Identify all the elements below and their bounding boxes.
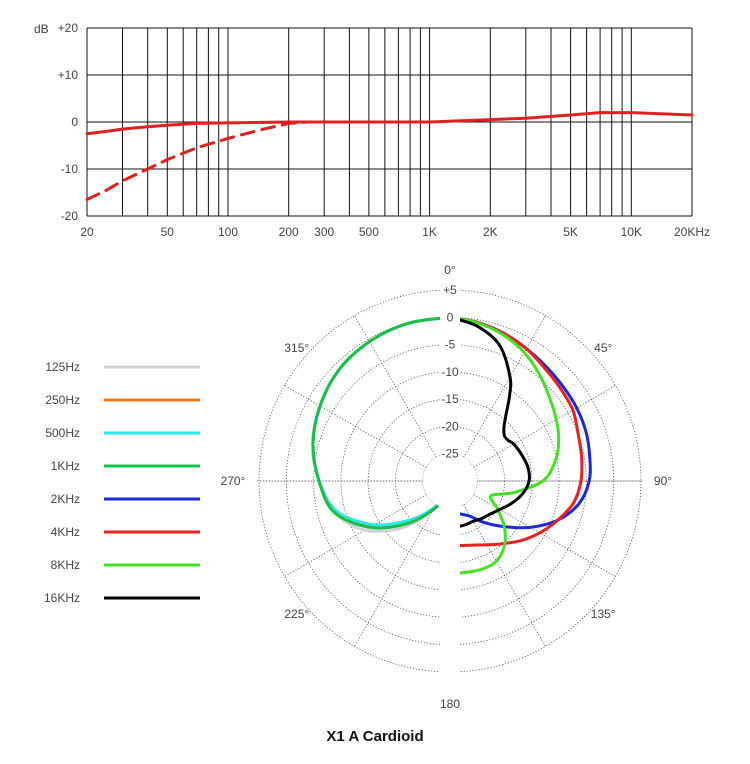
polar-angle-labels: 0° 45° 90° 135° 180 225° 270° 315°: [221, 263, 673, 711]
chart-title: X1 A Cardioid: [326, 728, 424, 745]
polar-curve-16khz: [448, 315, 531, 529]
polar-legend: 125Hz 250Hz 500Hz 1KHz 2KHz 4KHz 8KHz 16KHz: [44, 360, 200, 605]
polar-series: [311, 315, 592, 576]
y-tick-label: 0: [71, 115, 78, 129]
polar-angle-label: 315°: [284, 341, 309, 355]
polar-angle-label: 45°: [594, 341, 612, 355]
x-tick-label: 100: [218, 225, 238, 239]
legend-label: 2KHz: [51, 492, 80, 506]
x-tick-label: 2K: [483, 225, 498, 239]
polar-angle-label: 0°: [444, 263, 456, 277]
x-tick-label: 20: [80, 225, 94, 239]
polar-radius-label: -25: [441, 447, 459, 461]
polar-curve-8khz: [448, 315, 561, 576]
polar-radius-label: +5: [443, 283, 457, 297]
legend-label: 1KHz: [51, 459, 80, 473]
polar-curve-1khz: [311, 315, 452, 530]
x-tick-label: 200: [279, 225, 299, 239]
polar-angle-label: 270°: [221, 474, 246, 488]
x-tick-label: 50: [161, 225, 175, 239]
frequency-y-axis-label: dB: [34, 22, 49, 36]
y-tick-label: -10: [61, 162, 79, 176]
polar-angle-label: 180: [440, 697, 460, 711]
legend-label: 125Hz: [45, 360, 80, 374]
polar-spoke: [463, 504, 546, 647]
polar-radius-labels: +5 0 -5 -10 -15 -20 -25: [441, 283, 459, 461]
polar-spoke: [284, 494, 427, 577]
y-tick-label: -20: [61, 209, 79, 223]
polar-radius-label: -10: [441, 365, 459, 379]
polar-radius-label: -5: [445, 338, 456, 352]
x-tick-label: 20KHz: [674, 225, 710, 239]
response-line-dashed: [85, 120, 310, 201]
x-tick-label: 5K: [563, 225, 578, 239]
polar-spoke: [354, 504, 437, 647]
response-line-solid: [85, 111, 694, 136]
polar-spoke: [284, 385, 427, 468]
x-tick-label: 500: [359, 225, 379, 239]
x-tick-label: 300: [314, 225, 334, 239]
legend-label: 4KHz: [51, 525, 80, 539]
y-tick-label: +20: [58, 21, 79, 35]
polar-spoke: [463, 315, 546, 458]
polar-center-mask: [422, 288, 478, 676]
legend-label: 250Hz: [45, 393, 80, 407]
legend-label: 16KHz: [44, 591, 80, 605]
polar-angle-label: 90°: [654, 474, 672, 488]
polar-radius-label: -15: [441, 392, 459, 406]
legend-label: 8KHz: [51, 558, 80, 572]
x-tick-label: 10K: [621, 225, 642, 239]
polar-spoke: [473, 385, 616, 468]
frequency-series: [85, 111, 694, 201]
polar-radius-label: 0: [447, 310, 454, 324]
polar-angle-label: 135°: [591, 607, 616, 621]
polar-curve-125hz: [311, 315, 452, 533]
polar-center-disk: [422, 453, 478, 509]
polar-angle-label: 225°: [284, 607, 309, 621]
polar-spoke: [354, 315, 437, 458]
polar-radius-label: -20: [441, 419, 459, 433]
legend-label: 500Hz: [45, 426, 80, 440]
x-tick-label: 1K: [422, 225, 437, 239]
y-tick-label: +10: [58, 68, 79, 82]
polar-curve-4khz: [448, 315, 584, 548]
polar-pattern-chart: +5 0 -5 -10 -15 -20 -25 0° 45° 90° 135° 180 225° 270…: [44, 263, 673, 711]
